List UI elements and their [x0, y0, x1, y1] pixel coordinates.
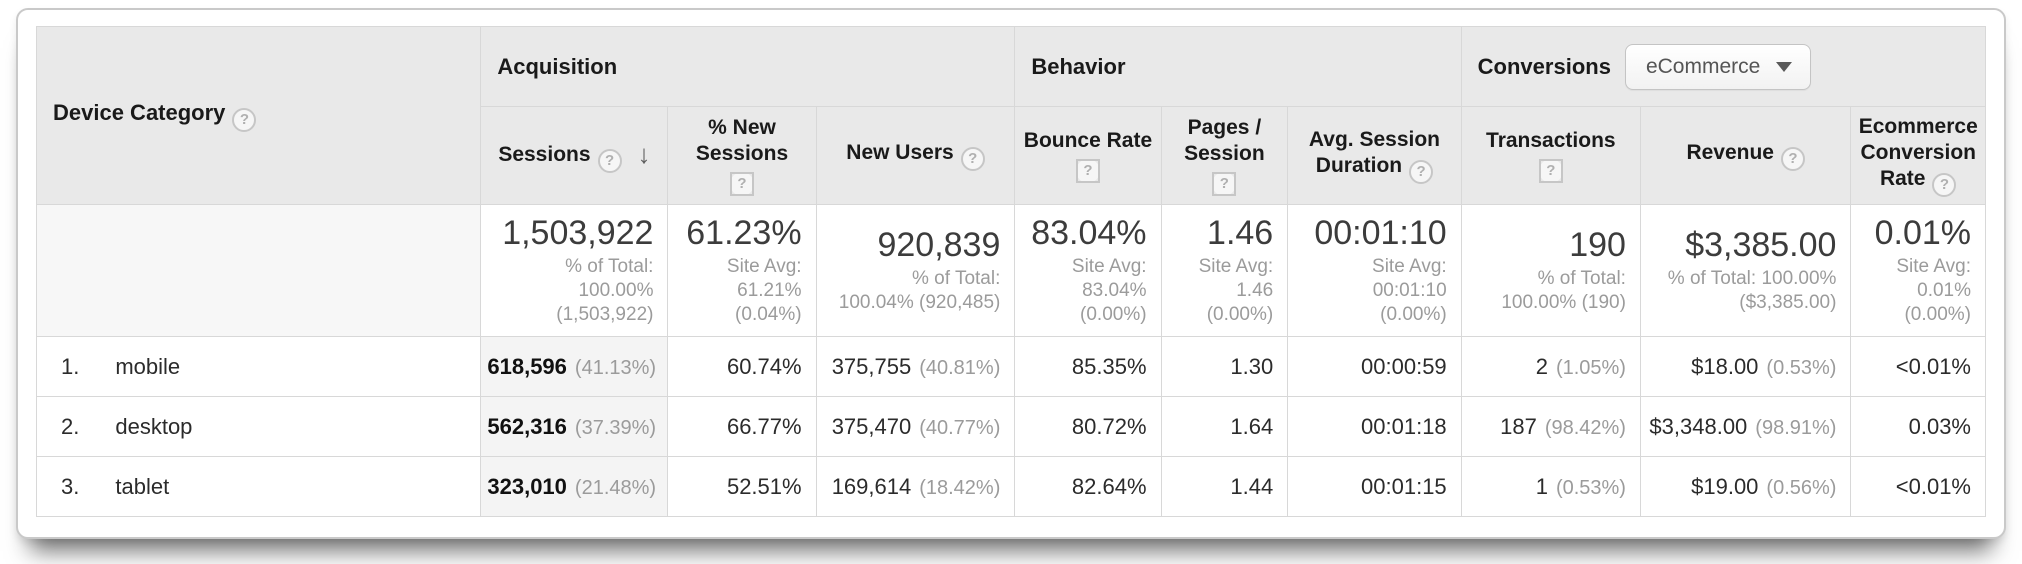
totals-avg-session-duration: 00:01:10 Site Avg: 00:01:10 (0.00%)	[1287, 204, 1462, 337]
cell-ecommerce-conversion-rate: <0.01%	[1850, 336, 1986, 397]
column-header-row: Sessions? ↓ % New Sessions? New Users? Bo…	[37, 106, 1986, 205]
cell-avg-session-duration: 00:00:59	[1287, 336, 1462, 397]
device-link-mobile[interactable]: mobile	[115, 353, 181, 379]
cell-bounce-rate: 82.64%	[1014, 456, 1162, 517]
cell-transactions: 1 (0.53%)	[1460, 456, 1641, 517]
device-cell: 1. mobile	[35, 336, 482, 397]
totals-revenue: $3,385.00 % of Total: 100.00% ($3,385.00…	[1639, 204, 1852, 337]
cell-transactions: 2 (1.05%)	[1460, 336, 1641, 397]
cell-ecommerce-conversion-rate: <0.01%	[1850, 456, 1986, 517]
cell-percent-new-sessions: 60.74%	[667, 336, 817, 397]
group-header-conversions: Conversions eCommerce	[1460, 26, 1987, 107]
column-header-avg-session-duration[interactable]: Avg. Session Duration?	[1287, 106, 1462, 205]
cell-revenue: $3,348.00 (98.91%)	[1639, 396, 1852, 457]
cell-sessions: 323,010 (21.48%)	[480, 456, 669, 517]
table-row-mobile: 1. mobile 618,596 (41.13%) 60.74% 375,755(…	[35, 336, 1986, 397]
cell-percent-new-sessions: 52.51%	[667, 456, 817, 517]
table-row-desktop: 2. desktop 562,316 (37.39%) 66.77% 375,470…	[35, 396, 1986, 457]
help-icon[interactable]: ?	[1932, 173, 1957, 198]
cell-sessions: 618,596 (41.13%)	[480, 336, 669, 397]
help-icon[interactable]: ?	[1409, 160, 1434, 185]
cell-pages-per-session: 1.30	[1160, 336, 1289, 397]
conversions-group-label: Conversions	[1477, 53, 1611, 79]
device-cell: 3. tablet	[35, 456, 482, 517]
device-category-label: Device Category	[53, 99, 226, 125]
group-header-acquisition: Acquisition	[480, 26, 1016, 107]
column-header-revenue[interactable]: Revenue?	[1639, 106, 1852, 205]
help-icon[interactable]: ?	[730, 172, 755, 197]
help-icon[interactable]: ?	[960, 147, 985, 171]
help-icon[interactable]: ?	[1780, 147, 1805, 171]
report-table-frame: Device Category? Acquisition Behavior Co…	[16, 8, 2006, 539]
cell-revenue: $18.00 (0.53%)	[1639, 336, 1852, 397]
device-link-desktop[interactable]: desktop	[115, 413, 193, 439]
totals-percent-new-sessions: 61.23% Site Avg: 61.21% (0.04%)	[667, 204, 817, 337]
conversions-goal-selector[interactable]: eCommerce	[1624, 43, 1812, 90]
totals-transactions: 190 % of Total: 100.00% (190)	[1460, 204, 1641, 337]
totals-pages-per-session: 1.46 Site Avg: 1.46 (0.00%)	[1160, 204, 1289, 337]
group-header-behavior: Behavior	[1014, 26, 1462, 107]
cell-bounce-rate: 80.72%	[1014, 396, 1162, 457]
totals-new-users: 920,839 % of Total: 100.04% (920,485)	[815, 204, 1016, 337]
metric-group-header-row: Device Category? Acquisition Behavior Co…	[35, 26, 1987, 205]
help-icon[interactable]: ?	[1075, 159, 1100, 184]
column-header-percent-new-sessions[interactable]: % New Sessions?	[667, 106, 817, 205]
cell-new-users: 375,470 (40.77%)	[815, 396, 1016, 457]
help-icon[interactable]: ?	[1212, 172, 1237, 197]
help-icon[interactable]: ?	[597, 149, 622, 173]
totals-sessions: 1,503,922 % of Total: 100.00% (1,503,922…	[480, 204, 669, 337]
table-row-tablet: 3. tablet 323,010 (21.48%) 52.51% 169,614(…	[35, 456, 1986, 517]
cell-transactions: 187 (98.42%)	[1460, 396, 1641, 457]
column-header-ecommerce-conversion-rate[interactable]: Ecommerce Conversion Rate?	[1850, 106, 1986, 205]
column-header-transactions[interactable]: Transactions ?	[1460, 106, 1641, 205]
totals-bounce-rate: 83.04% Site Avg: 83.04% (0.00%)	[1014, 204, 1162, 337]
column-header-sessions[interactable]: Sessions? ↓	[480, 106, 669, 205]
cell-bounce-rate: 85.35%	[1014, 336, 1162, 397]
help-icon[interactable]: ?	[1538, 159, 1563, 184]
device-category-report-table: Device Category? Acquisition Behavior Co…	[35, 26, 1987, 517]
cell-ecommerce-conversion-rate: 0.03%	[1850, 396, 1986, 457]
behavior-group-label: Behavior	[1031, 53, 1126, 79]
column-header-bounce-rate[interactable]: Bounce Rate ?	[1014, 106, 1162, 205]
totals-row: 1,503,922 % of Total: 100.00% (1,503,922…	[35, 204, 1986, 337]
sort-descending-arrow-icon[interactable]: ↓	[637, 139, 651, 169]
column-header-new-users[interactable]: New Users?	[815, 106, 1016, 205]
column-header-pages-per-session[interactable]: Pages / Session ?	[1160, 106, 1289, 205]
cell-avg-session-duration: 00:01:15	[1287, 456, 1462, 517]
totals-ecommerce-conversion-rate: 0.01% Site Avg: 0.01% (0.00%)	[1850, 204, 1986, 337]
cell-new-users: 169,614 (18.42%)	[815, 456, 1016, 517]
help-icon[interactable]: ?	[232, 107, 257, 132]
column-header-device-category[interactable]: Device Category?	[35, 26, 482, 205]
conversions-goal-selector-value: eCommerce	[1645, 54, 1761, 78]
device-cell: 2. desktop	[35, 396, 482, 457]
cell-pages-per-session: 1.64	[1160, 396, 1289, 457]
totals-dimension-cell	[35, 204, 482, 337]
device-link-tablet[interactable]: tablet	[115, 473, 170, 499]
cell-pages-per-session: 1.44	[1160, 456, 1289, 517]
acquisition-group-label: Acquisition	[497, 53, 618, 79]
cell-avg-session-duration: 00:01:18	[1287, 396, 1462, 457]
cell-percent-new-sessions: 66.77%	[667, 396, 817, 457]
cell-revenue: $19.00 (0.56%)	[1639, 456, 1852, 517]
cell-sessions: 562,316 (37.39%)	[480, 396, 669, 457]
cell-new-users: 375,755 (40.81%)	[815, 336, 1016, 397]
chevron-down-icon	[1776, 61, 1793, 72]
